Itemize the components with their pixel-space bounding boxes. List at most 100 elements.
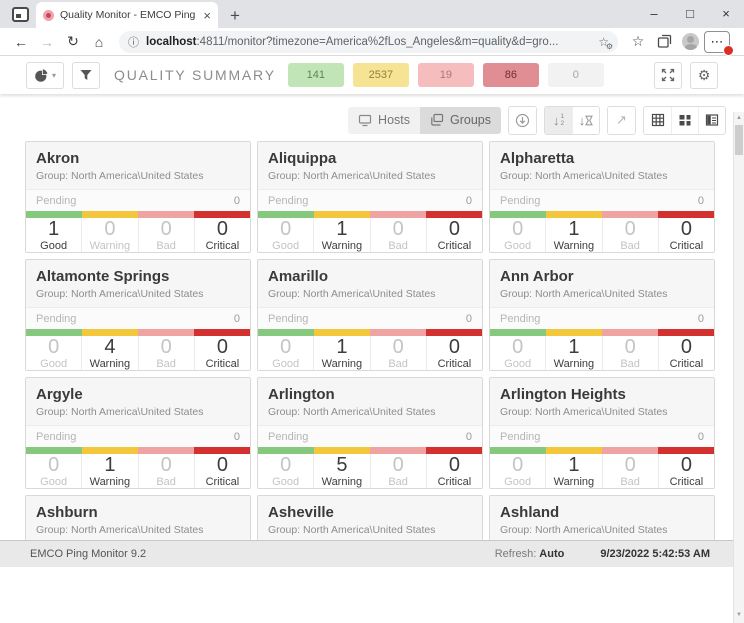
bad-segment — [602, 329, 658, 336]
group-card[interactable]: Aliquippa Group: North America\United Sta… — [257, 141, 483, 253]
stat-warning: 1 Warning — [313, 336, 369, 370]
open-external-button[interactable]: ↗ — [608, 106, 635, 134]
stat-label: Bad — [620, 358, 640, 370]
stat-value: 0 — [680, 336, 692, 358]
card-group-path: Group: North America\United States — [36, 524, 204, 536]
stat-value: 0 — [624, 218, 636, 240]
url-path: :4811/monitor?timezone=America%2fLos_Ang… — [196, 35, 559, 48]
view-blocks-button[interactable] — [671, 106, 698, 134]
stat-label: Good — [40, 358, 68, 370]
stat-warning: 1 Warning — [545, 336, 601, 370]
group-card[interactable]: Altamonte Springs Group: North America\Un… — [25, 259, 251, 371]
stat-value: 0 — [448, 218, 460, 240]
group-card[interactable]: Argyle Group: North America\United States… — [25, 377, 251, 489]
stat-value: 0 — [512, 454, 524, 476]
card-title: Altamonte Springs — [36, 268, 170, 285]
minimize-button[interactable]: – — [650, 5, 658, 21]
scroll-down-icon[interactable]: ▼ — [736, 612, 742, 618]
stat-label: Bad — [156, 476, 176, 488]
stat-value: 0 — [512, 218, 524, 240]
filter-icon — [80, 70, 92, 80]
warn-segment — [82, 329, 138, 336]
warn-segment — [82, 447, 138, 454]
crit-segment — [426, 329, 482, 336]
warn-segment — [82, 211, 138, 218]
stat-label: Good — [272, 358, 300, 370]
summary-badge-bad: 19 — [417, 63, 474, 87]
warn-segment — [546, 329, 602, 336]
status-color-bar — [26, 211, 250, 218]
stat-warning: 1 Warning — [313, 218, 369, 252]
status-color-bar — [258, 447, 482, 454]
crit-segment — [658, 211, 714, 218]
group-card[interactable]: Arlington Heights Group: North America\Un… — [489, 377, 715, 489]
pending-row: Pending 0 — [258, 189, 482, 211]
profile-avatar[interactable] — [682, 33, 699, 50]
scroll-up-icon[interactable]: ▲ — [736, 115, 742, 121]
grid-view-icon — [651, 113, 664, 127]
stat-warning: 0 Warning — [81, 218, 137, 252]
pending-value: 0 — [465, 312, 472, 325]
view-grid-button[interactable] — [644, 106, 671, 134]
card-title: Aliquippa — [268, 150, 337, 167]
browser-menu-icon[interactable]: ⋯ — [704, 30, 734, 56]
chart-type-button[interactable]: ▾ — [26, 61, 64, 89]
browser-tab[interactable]: Quality Monitor - EMCO Ping M × — [36, 2, 218, 28]
refresh-icon[interactable]: ↻ — [67, 33, 79, 49]
tab-hosts[interactable]: Hosts — [348, 106, 420, 134]
view-details-button[interactable] — [698, 106, 725, 134]
sort-time-button[interactable]: ↓ — [572, 106, 599, 134]
app-version: EMCO Ping Monitor 9.2 — [30, 548, 147, 560]
settings-button[interactable]: ⚙ — [690, 61, 718, 89]
crit-segment — [658, 447, 714, 454]
favorites-icon[interactable]: ☆ — [631, 33, 645, 49]
group-card[interactable]: Ann Arbor Group: North America\United Sta… — [489, 259, 715, 371]
stat-label: Warning — [553, 240, 595, 252]
stat-label: Warning — [553, 358, 595, 370]
tab-close-icon[interactable]: × — [203, 7, 211, 23]
close-button[interactable]: × — [722, 5, 730, 21]
site-info-icon[interactable]: ⓘ — [128, 36, 139, 49]
home-icon[interactable]: ⌂ — [94, 33, 104, 50]
fullscreen-button[interactable] — [654, 61, 682, 89]
good-segment — [26, 447, 82, 454]
details-view-icon — [705, 114, 719, 126]
stats-row: 0 Good 1 Warning 0 Bad 0 Critical — [258, 218, 482, 252]
collections-icon[interactable] — [651, 30, 677, 54]
tab-groups[interactable]: Groups — [420, 106, 501, 134]
card-header: Aliquippa Group: North America\United Sta… — [258, 142, 482, 189]
filter-button[interactable] — [72, 61, 100, 89]
card-title: Ashburn — [36, 504, 98, 521]
new-tab-button[interactable]: + — [230, 6, 240, 25]
tab-title: Quality Monitor - EMCO Ping M — [60, 9, 200, 21]
pending-label: Pending — [36, 312, 77, 325]
page-scrollbar[interactable]: ▲ ▼ — [733, 112, 744, 623]
card-group-path: Group: North America\United States — [500, 170, 668, 182]
pending-value: 0 — [697, 312, 704, 325]
group-card[interactable]: Ashland Group: North America\United State… — [489, 495, 715, 540]
add-favorite-icon[interactable]: ☆ ⚙ — [598, 34, 613, 51]
pending-label: Pending — [36, 430, 77, 443]
warn-segment — [314, 447, 370, 454]
browser-titlebar: Quality Monitor - EMCO Ping M × + – □ × — [0, 0, 744, 28]
stat-critical: 0 Critical — [193, 454, 250, 488]
group-card[interactable]: Amarillo Group: North America\United Stat… — [257, 259, 483, 371]
group-card[interactable]: Ashburn Group: North America\United State… — [25, 495, 251, 540]
group-card[interactable]: Akron Group: North America\United States P… — [25, 141, 251, 253]
pending-label: Pending — [268, 194, 309, 207]
address-bar[interactable]: ⓘ localhost:4811/monitor?timezone=Americ… — [119, 30, 618, 53]
pending-row: Pending 0 — [258, 425, 482, 447]
stat-label: Warning — [321, 476, 363, 488]
scrollbar-thumb[interactable] — [735, 125, 743, 155]
back-icon[interactable]: ← — [14, 33, 28, 50]
stat-label: Critical — [669, 358, 704, 370]
download-button[interactable] — [509, 106, 536, 134]
group-card[interactable]: Arlington Group: North America\United Sta… — [257, 377, 483, 489]
tab-actions-icon[interactable] — [12, 7, 29, 22]
group-card[interactable]: Asheville Group: North America\United Sta… — [257, 495, 483, 540]
stat-label: Good — [504, 476, 532, 488]
group-card[interactable]: Alpharetta Group: North America\United St… — [489, 141, 715, 253]
maximize-button[interactable]: □ — [686, 5, 694, 21]
chevron-down-icon: ▾ — [51, 70, 56, 80]
